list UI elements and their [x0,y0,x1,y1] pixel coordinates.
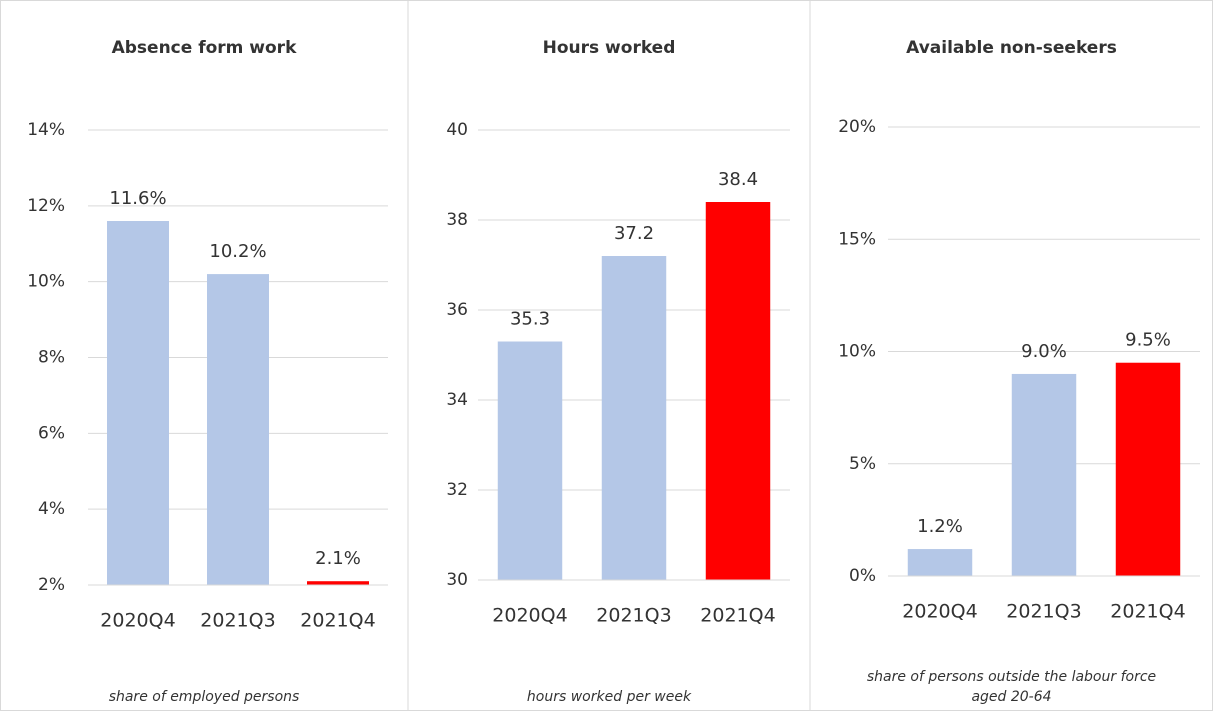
data-label: 38.4 [718,169,758,190]
bar [601,256,667,580]
footnote: hours worked per week [526,689,692,705]
y-tick-label: 4% [38,499,65,519]
x-tick-label: 2020Q4 [100,610,175,632]
x-tick-label: 2021Q3 [1006,601,1081,623]
chart-title: Hours worked [543,38,676,58]
data-label: 35.3 [510,309,550,330]
y-tick-label: 2% [38,575,65,595]
footnote: share of persons outside the labour forc… [866,669,1157,705]
y-tick-label: 0% [849,566,876,586]
x-tick-label: 2021Q3 [200,610,275,632]
y-tick-label: 14% [27,120,65,140]
y-tick-label: 5% [849,454,876,474]
x-tick-label: 2021Q4 [700,605,775,627]
y-tick-label: 40 [446,120,468,140]
footnote: share of employed persons [108,689,300,705]
bar [907,549,973,576]
data-label: 10.2% [209,241,266,262]
bar [1115,362,1181,576]
bar [1011,373,1077,576]
y-tick-label: 34 [446,390,468,410]
bar [705,202,771,580]
x-tick-label: 2021Q4 [1110,601,1185,623]
data-label: 2.1% [315,548,361,569]
y-tick-label: 10% [27,272,65,292]
y-tick-label: 20% [838,117,876,137]
y-tick-label: 6% [38,423,65,443]
y-tick-label: 32 [446,480,468,500]
data-label: 9.5% [1125,330,1171,351]
y-tick-label: 8% [38,348,65,368]
data-label: 37.2 [614,223,654,244]
y-tick-label: 38 [446,210,468,230]
bar [207,274,269,585]
x-tick-label: 2020Q4 [902,601,977,623]
data-label: 1.2% [917,516,963,537]
data-label: 9.0% [1021,341,1067,362]
bar [307,581,369,585]
y-tick-label: 36 [446,300,468,320]
chart-title: Available non-seekers [906,38,1117,58]
y-tick-label: 12% [27,196,65,216]
x-tick-label: 2021Q3 [596,605,671,627]
y-tick-label: 10% [838,342,876,362]
y-tick-label: 15% [838,229,876,249]
bar [107,221,169,585]
chart-title: Absence form work [112,38,297,58]
data-label: 11.6% [109,188,166,209]
bar [497,341,563,580]
x-tick-label: 2020Q4 [492,605,567,627]
x-tick-label: 2021Q4 [300,610,375,632]
y-tick-label: 30 [446,570,468,590]
